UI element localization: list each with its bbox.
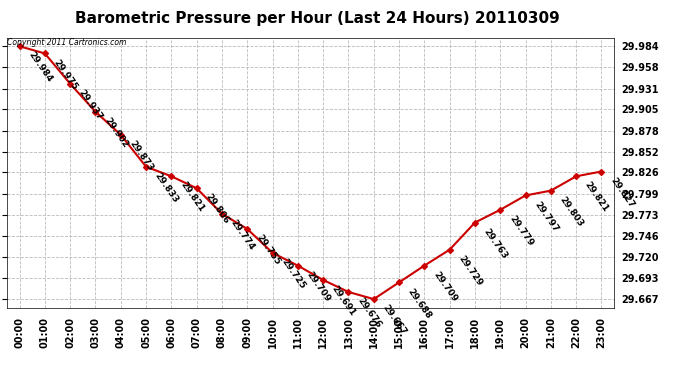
Text: 29.821: 29.821 (583, 180, 611, 214)
Text: 29.688: 29.688 (406, 286, 433, 320)
Text: 29.827: 29.827 (609, 176, 635, 209)
Text: 29.779: 29.779 (507, 214, 535, 248)
Text: 29.873: 29.873 (128, 139, 155, 173)
Text: 29.821: 29.821 (178, 180, 206, 214)
Text: Barometric Pressure per Hour (Last 24 Hours) 20110309: Barometric Pressure per Hour (Last 24 Ho… (75, 11, 560, 26)
Text: 29.806: 29.806 (204, 192, 231, 226)
Text: 29.676: 29.676 (355, 296, 383, 330)
Text: 29.984: 29.984 (26, 51, 54, 84)
Text: 29.803: 29.803 (558, 195, 585, 228)
Text: 29.709: 29.709 (431, 270, 459, 303)
Text: 29.725: 29.725 (279, 257, 307, 291)
Text: 29.667: 29.667 (381, 303, 408, 337)
Text: 29.902: 29.902 (102, 116, 130, 150)
Text: 29.709: 29.709 (305, 270, 332, 303)
Text: 29.763: 29.763 (482, 227, 509, 261)
Text: 29.755: 29.755 (254, 233, 282, 267)
Text: 29.937: 29.937 (77, 88, 105, 122)
Text: 29.774: 29.774 (229, 218, 257, 252)
Text: 29.975: 29.975 (52, 58, 79, 92)
Text: 29.729: 29.729 (457, 254, 484, 288)
Text: 29.797: 29.797 (533, 200, 560, 234)
Text: Copyright 2011 Cartronics.com: Copyright 2011 Cartronics.com (7, 38, 126, 46)
Text: 29.833: 29.833 (153, 171, 180, 204)
Text: 29.691: 29.691 (330, 284, 357, 318)
